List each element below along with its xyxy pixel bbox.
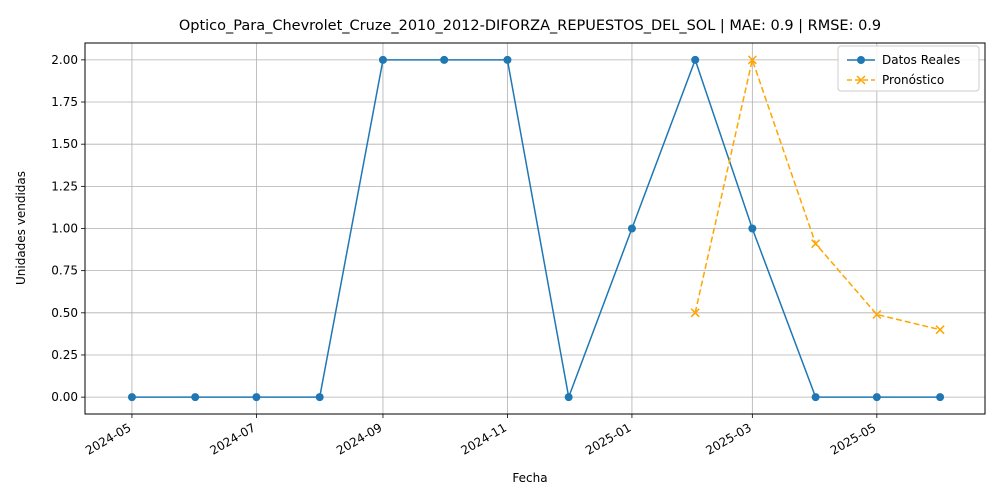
data-point bbox=[564, 393, 573, 402]
data-point bbox=[811, 239, 821, 249]
data-point bbox=[191, 393, 200, 402]
y-tick-label: 0.75 bbox=[51, 264, 78, 278]
x-axis: 2024-05 2024-07 2024-09 2024-11 2025-01 2025-… bbox=[83, 414, 878, 458]
data-point bbox=[378, 55, 387, 64]
y-tick-label: 2.00 bbox=[51, 53, 78, 67]
legend: Datos Reales Pronóstico bbox=[837, 45, 980, 92]
y-tick-label: 1.75 bbox=[51, 95, 78, 109]
series-0 bbox=[127, 55, 945, 402]
y-tick-label: 1.50 bbox=[51, 137, 78, 151]
data-point bbox=[440, 55, 449, 64]
series-line bbox=[131, 57, 941, 400]
data-point bbox=[747, 55, 757, 65]
legend-marker-pronostico bbox=[856, 75, 866, 85]
x-axis-title: Fecha bbox=[512, 471, 547, 485]
y-tick-label: 0.00 bbox=[51, 390, 78, 404]
data-point bbox=[748, 224, 757, 233]
x-tick-label: 2025-03 bbox=[703, 420, 753, 457]
data-point bbox=[872, 309, 882, 320]
x-tick-label: 2024-11 bbox=[459, 420, 509, 457]
legend-label-pronostico: Pronóstico bbox=[882, 73, 944, 87]
data-point bbox=[872, 393, 881, 402]
y-tick-label: 0.25 bbox=[51, 348, 78, 362]
series-line bbox=[694, 57, 941, 331]
y-tick-label: 1.00 bbox=[51, 222, 78, 236]
data-point bbox=[252, 393, 261, 402]
series-1 bbox=[690, 55, 945, 335]
legend-label-datos-reales: Datos Reales bbox=[882, 53, 960, 67]
data-point bbox=[691, 55, 700, 64]
data-point bbox=[503, 55, 512, 64]
x-tick-label: 2024-05 bbox=[83, 420, 133, 457]
y-tick-label: 0.50 bbox=[51, 306, 78, 320]
data-point bbox=[811, 393, 820, 402]
y-tick-label: 1.25 bbox=[51, 179, 78, 193]
series-layer bbox=[127, 55, 945, 402]
grid bbox=[85, 43, 985, 414]
data-point bbox=[936, 393, 945, 402]
x-tick-label: 2024-09 bbox=[334, 420, 384, 457]
chart-title: Optico_Para_Chevrolet_Cruze_2010_2012-DI… bbox=[179, 18, 881, 34]
data-point bbox=[935, 325, 945, 335]
x-tick-label: 2025-01 bbox=[583, 420, 633, 457]
x-tick-label: 2024-07 bbox=[208, 420, 258, 457]
data-point bbox=[690, 308, 700, 318]
y-axis-title: Unidades vendidas bbox=[14, 171, 28, 285]
data-point bbox=[315, 393, 324, 402]
legend-marker-datos-reales bbox=[857, 56, 865, 64]
data-point bbox=[127, 393, 136, 402]
y-axis: 0.00 0.25 0.50 0.75 1.00 1.25 1.50 1.75 2.00 bbox=[51, 53, 85, 404]
data-point bbox=[627, 224, 636, 233]
x-tick-label: 2025-05 bbox=[828, 420, 878, 457]
